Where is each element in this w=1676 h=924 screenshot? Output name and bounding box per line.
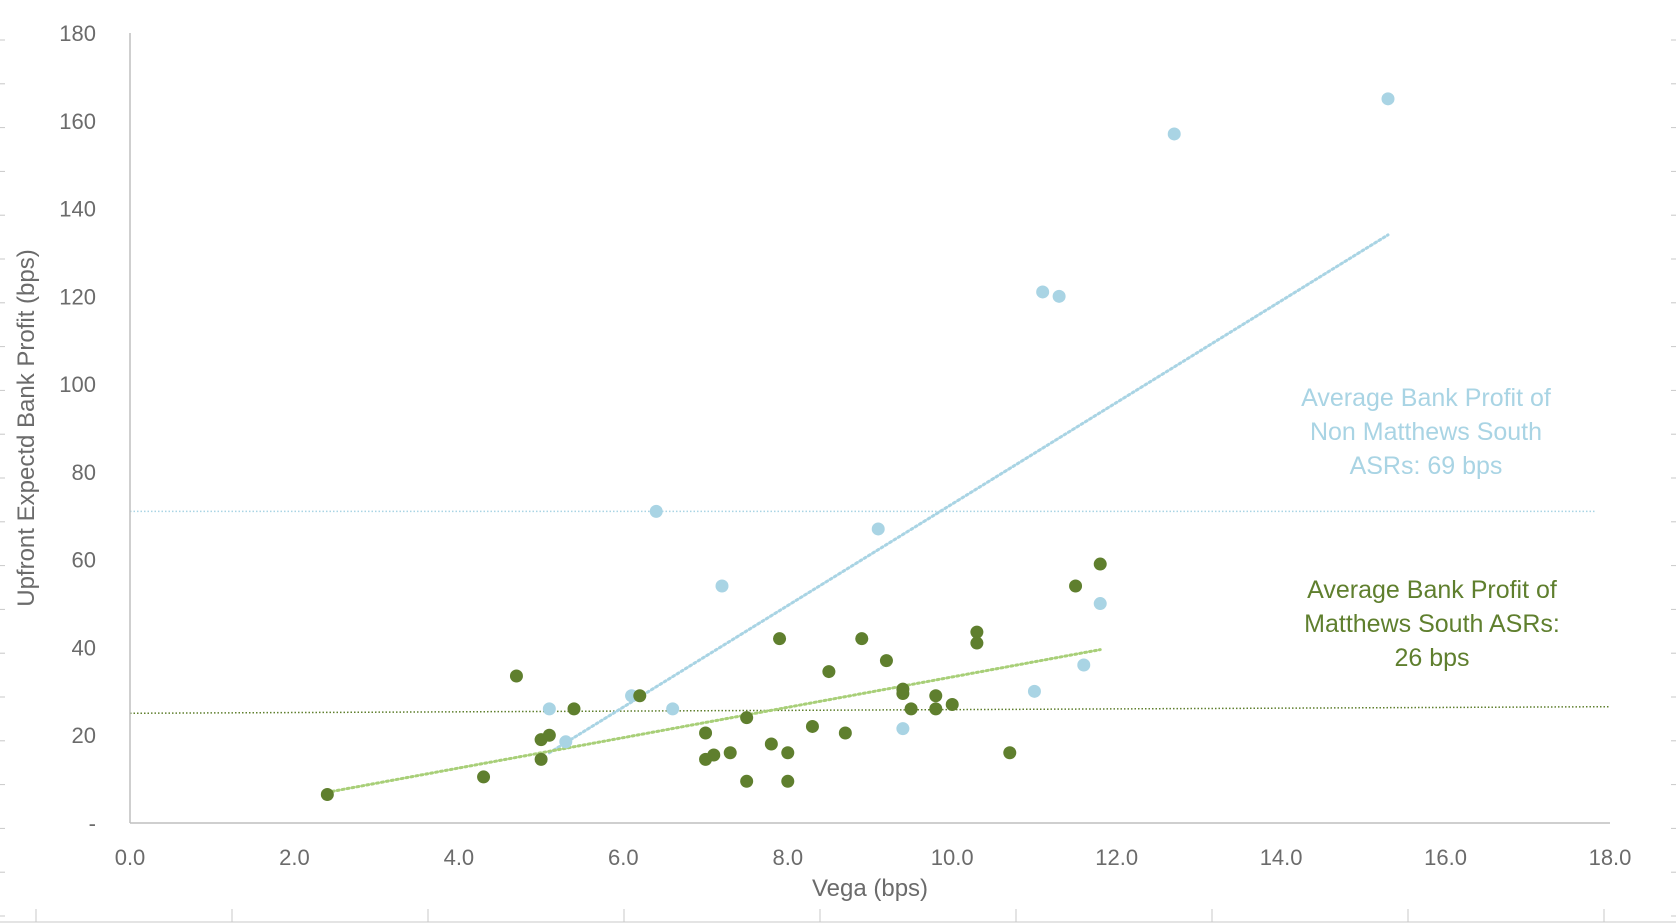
y-tick-label: 180 [59, 21, 96, 46]
trendline-non-matthews-south [547, 233, 1390, 755]
point-non-matthews-south [1381, 92, 1395, 106]
x-tick-label: 10.0 [931, 845, 974, 870]
annotation-line: 26 bps [1394, 644, 1469, 672]
y-tick-label: 140 [59, 197, 96, 222]
point-matthews-south [707, 748, 721, 762]
point-non-matthews-south [1077, 658, 1091, 672]
axes [129, 33, 1610, 824]
point-matthews-south [904, 702, 918, 716]
x-tick-label: 0.0 [115, 845, 146, 870]
point-matthews-south [970, 625, 984, 639]
point-non-matthews-south [871, 522, 885, 536]
point-matthews-south [542, 728, 556, 742]
x-tick-labels: 0.0 2.0 4.0 6.0 8.0 10.0 12.0 14.0 16.0 18.0 [115, 845, 1632, 870]
y-tick-label: 120 [59, 284, 96, 309]
x-tick-label: 2.0 [279, 845, 310, 870]
point-non-matthews-south [649, 504, 663, 518]
point-matthews-south [567, 702, 581, 716]
point-matthews-south [781, 774, 795, 788]
point-matthews-south [740, 711, 754, 725]
point-non-matthews-south [559, 735, 573, 749]
point-matthews-south [740, 774, 754, 788]
point-non-matthews-south [666, 702, 680, 716]
x-tick-label: 12.0 [1095, 845, 1138, 870]
x-tick-label: 4.0 [444, 845, 475, 870]
point-non-matthews-south [1027, 684, 1041, 698]
y-tick-label: 60 [72, 548, 96, 573]
annotation-line: Matthews South ASRs: [1304, 610, 1560, 638]
point-matthews-south [699, 726, 713, 740]
annotation-line: Non Matthews South [1310, 418, 1542, 446]
annotation-line: Average Bank Profit of [1301, 384, 1551, 412]
x-tick-label: 14.0 [1260, 845, 1303, 870]
point-matthews-south [1069, 579, 1083, 593]
annotation-line: ASRs: 69 bps [1350, 452, 1503, 480]
point-matthews-south [320, 787, 334, 801]
y-tick-label: 20 [72, 723, 96, 748]
x-tick-label: 8.0 [772, 845, 803, 870]
point-matthews-south [477, 770, 491, 784]
y-tick-label: 80 [72, 460, 96, 485]
point-matthews-south [805, 719, 819, 733]
point-non-matthews-south [896, 722, 910, 736]
y-tick-label: - [89, 811, 96, 836]
point-matthews-south [838, 726, 852, 740]
point-non-matthews-south [1167, 127, 1181, 141]
point-matthews-south [945, 698, 959, 711]
point-non-matthews-south [1052, 289, 1066, 303]
point-matthews-south [781, 746, 795, 760]
point-matthews-south [534, 752, 548, 766]
point-non-matthews-south [542, 702, 556, 716]
average-lines [129, 510, 1611, 715]
y-axis-title: Upfront Expectd Bank Profit (bps) [13, 249, 40, 607]
annotation-matthews-south: Average Bank Profit of Matthews South AS… [1304, 576, 1560, 672]
point-matthews-south [1003, 746, 1017, 760]
x-tick-label: 6.0 [608, 845, 639, 870]
point-matthews-south [929, 689, 943, 703]
trendline-matthews-south [325, 648, 1102, 794]
x-axis-title: Vega (bps) [812, 875, 928, 902]
point-matthews-south [764, 737, 778, 751]
point-matthews-south [822, 665, 836, 679]
point-matthews-south [896, 682, 910, 696]
annotation-line: Average Bank Profit of [1307, 576, 1557, 604]
data-points [320, 92, 1395, 801]
point-matthews-south [929, 702, 943, 716]
point-non-matthews-south [1093, 597, 1107, 611]
annotation-non-matthews-south: Average Bank Profit of Non Matthews Sout… [1301, 384, 1551, 480]
point-matthews-south [1093, 557, 1107, 571]
x-tick-label: 18.0 [1589, 845, 1632, 870]
point-non-matthews-south [1036, 285, 1050, 299]
edge-tick-marks [0, 39, 1676, 923]
y-tick-label: 160 [59, 109, 96, 134]
point-matthews-south [723, 746, 737, 760]
average-line-matthews-south [129, 705, 1611, 715]
point-matthews-south [633, 689, 647, 703]
point-matthews-south [773, 632, 787, 646]
point-matthews-south [879, 654, 893, 668]
point-matthews-south [855, 632, 869, 646]
point-non-matthews-south [715, 579, 729, 593]
trendlines [325, 233, 1390, 794]
point-matthews-south [970, 636, 984, 650]
y-tick-label: 40 [72, 635, 96, 660]
y-tick-labels: - 20 40 60 80 100 120 140 160 180 [59, 21, 96, 836]
point-matthews-south [509, 669, 523, 683]
x-tick-label: 16.0 [1424, 845, 1467, 870]
y-tick-label: 100 [59, 372, 96, 397]
